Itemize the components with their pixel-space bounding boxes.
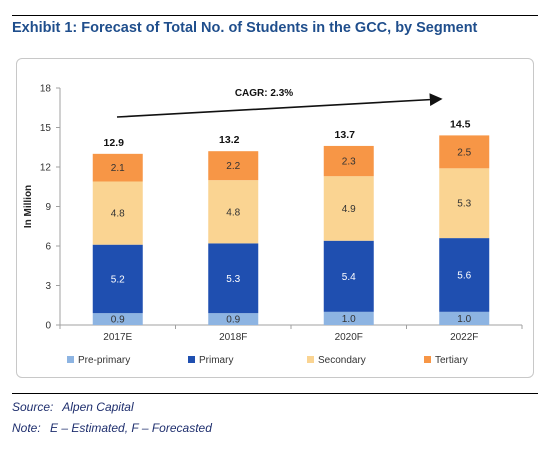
data-label: 2.1 [111,163,125,174]
y-tick-label: 12 [40,163,52,174]
data-label: 5.2 [111,274,125,285]
bar-segment-primary [208,243,259,314]
note-label: Note: [12,421,41,435]
bar-segment-primary [439,238,490,312]
legend-entry: Tertiary [435,355,468,366]
y-axis-label: In Million [23,185,34,228]
bar-segment-secondary [208,180,259,244]
cagr-arrow [116,93,443,118]
bar-segment-secondary [323,176,374,241]
data-label: 2.2 [226,161,240,172]
legend-entry: Primary [199,355,233,366]
source-text: Alpen Capital [62,400,134,414]
bar-segment-primary [323,240,374,312]
data-label: 0.9 [226,315,240,326]
note-line: Note: E – Estimated, F – Forecasted [12,421,212,435]
bar-segment-pre-primary [208,313,259,325]
bar-segment-pre-primary [323,311,374,325]
stacked-bar-chart: 0 3 6 9 12 15 18 In Million 0.9 5.2 4.8 2.1 12.9 2017… [23,84,523,366]
data-label: 4.9 [342,204,356,215]
bar-segment-tertiary [323,145,374,177]
legend-entry: Pre-primary [78,355,130,366]
y-tick-label: 18 [40,84,52,95]
bar-segment-primary [92,244,143,314]
x-tick-label: 2020F [335,332,363,343]
x-tick-label: 2018F [219,332,247,343]
y-tick-label: 15 [40,123,52,134]
bar-segment-pre-primary [439,311,490,325]
data-label: 5.6 [457,270,471,281]
total-label: 14.5 [450,118,471,130]
data-label: 4.8 [226,207,240,218]
data-label: 5.3 [457,199,471,210]
data-label: 1.0 [342,314,356,325]
data-label: 2.3 [342,157,356,168]
data-label: 5.4 [342,272,356,283]
note-text: E – Estimated, F – Forecasted [50,421,212,435]
total-label: 12.9 [104,137,125,149]
source-label: Source: [12,400,54,414]
x-tick-label: 2022F [450,332,478,343]
legend-entry: Secondary [318,355,366,366]
total-label: 13.7 [335,129,356,141]
bar-segment-tertiary [208,151,259,181]
data-label: 1.0 [457,314,471,325]
legend-swatch [424,356,431,363]
y-tick-label: 3 [45,281,51,292]
top-rule [12,15,538,16]
data-label: 4.8 [111,209,125,220]
legend-swatch [307,356,314,363]
chart-panel: 0 3 6 9 12 15 18 In Million 0.9 5.2 4.8 2.1 12.9 2017… [16,58,534,378]
x-tick-label: 2017E [103,332,132,343]
legend-swatch [67,356,74,363]
bottom-rule [12,393,538,394]
y-tick-label: 0 [45,321,51,332]
source-line: Source: Alpen Capital [12,400,134,414]
bar-segment-pre-primary [92,313,143,325]
data-label: 5.3 [226,274,240,285]
bar-segment-tertiary [439,135,490,169]
data-label: 2.5 [457,147,471,158]
y-tick-label: 9 [45,202,51,213]
exhibit-title: Exhibit 1: Forecast of Total No. of Stud… [12,20,478,36]
cagr-annotation: CAGR: 2.3% [235,88,293,99]
total-label: 13.2 [219,134,240,146]
data-label: 0.9 [111,315,125,326]
legend-swatch [188,356,195,363]
bar-segment-secondary [439,168,490,239]
bar-segment-secondary [92,181,143,245]
y-tick-label: 6 [45,242,51,253]
bar-segment-tertiary [92,153,143,182]
